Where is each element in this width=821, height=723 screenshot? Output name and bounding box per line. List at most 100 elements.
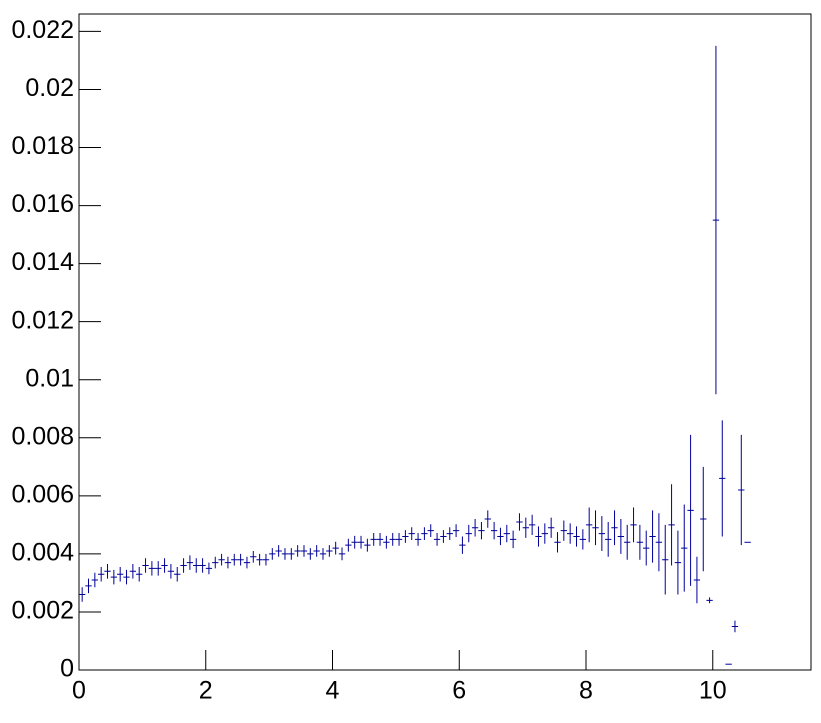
error-bar-point bbox=[497, 527, 504, 546]
error-bar-point bbox=[205, 562, 213, 575]
error-bar-point bbox=[433, 532, 441, 546]
error-bar-point bbox=[155, 561, 162, 576]
error-bar-point bbox=[471, 519, 479, 537]
error-bar-point bbox=[319, 548, 327, 560]
error-bar-point bbox=[174, 566, 181, 582]
error-bar-point bbox=[91, 572, 99, 588]
error-bar-point bbox=[370, 532, 377, 546]
error-bar-point bbox=[712, 45, 720, 395]
error-bar-point bbox=[307, 548, 314, 560]
error-bar-point bbox=[649, 510, 656, 563]
error-bar-point bbox=[655, 513, 663, 572]
error-bar-point bbox=[351, 535, 358, 549]
error-bar-point bbox=[224, 556, 232, 569]
y-tick-label: 0.002 bbox=[11, 597, 74, 625]
y-tick-label: 0.02 bbox=[25, 74, 74, 102]
y-tick-label: 0.012 bbox=[11, 306, 74, 334]
error-bar-point bbox=[503, 524, 510, 543]
error-bar-point bbox=[281, 548, 289, 560]
error-bar-point bbox=[490, 521, 498, 540]
error-bar-point bbox=[313, 545, 320, 557]
error-bar-point bbox=[250, 550, 257, 563]
error-bar-point bbox=[738, 434, 745, 546]
error-bar-point bbox=[136, 566, 143, 582]
error-bar-point bbox=[256, 553, 263, 566]
error-bar-point bbox=[605, 521, 612, 557]
error-bar-point bbox=[535, 526, 542, 547]
error-bar-point bbox=[700, 466, 707, 572]
error-bar-point bbox=[269, 548, 276, 560]
error-bar-point bbox=[592, 510, 599, 546]
error-bar-point bbox=[98, 566, 105, 582]
error-bar-point bbox=[554, 532, 561, 553]
error-bar-point bbox=[541, 523, 548, 544]
y-tick-label: 0.014 bbox=[11, 248, 74, 276]
x-tick-label: 2 bbox=[199, 677, 213, 705]
error-bar-point bbox=[180, 558, 187, 573]
error-bar-point bbox=[414, 532, 422, 546]
error-bar-point bbox=[389, 532, 396, 546]
error-bar-point bbox=[674, 530, 682, 595]
error-bar-point bbox=[326, 545, 333, 557]
error-bar-point bbox=[288, 548, 295, 560]
x-tick-label: 8 bbox=[579, 677, 593, 705]
error-bar-point bbox=[687, 434, 694, 586]
error-bar-point bbox=[706, 597, 713, 604]
error-bar-point bbox=[117, 566, 124, 582]
y-tick-label: 0.016 bbox=[11, 190, 74, 218]
error-bar-point bbox=[85, 578, 92, 594]
error-bar-point bbox=[383, 535, 390, 549]
error-bar-point bbox=[478, 521, 485, 540]
error-bar-point bbox=[643, 530, 650, 566]
x-tick-label: 4 bbox=[326, 677, 340, 705]
error-bar-point bbox=[459, 536, 466, 554]
error-bar-point bbox=[452, 524, 460, 538]
error-bar-point bbox=[142, 558, 149, 573]
error-bar-point bbox=[332, 541, 339, 555]
error-bar-point bbox=[104, 564, 111, 579]
error-bar-point bbox=[573, 526, 580, 547]
error-bar-point bbox=[509, 530, 517, 549]
error-bar-point bbox=[427, 524, 434, 538]
plot-frame bbox=[78, 13, 812, 671]
error-bar-point bbox=[624, 524, 631, 560]
error-bar-point bbox=[395, 532, 403, 546]
error-bar-point bbox=[129, 564, 137, 579]
error-bar-point bbox=[560, 520, 567, 541]
x-tick-label: 0 bbox=[72, 677, 86, 705]
error-bar-point bbox=[440, 530, 447, 543]
x-tick-label: 6 bbox=[452, 677, 466, 705]
error-bar-point bbox=[199, 558, 206, 573]
error-bar-point bbox=[528, 514, 536, 536]
error-bar-point bbox=[408, 527, 415, 540]
error-bar-point bbox=[630, 507, 637, 543]
error-bar-point bbox=[636, 524, 644, 560]
y-tick-label: 0.01 bbox=[25, 364, 74, 392]
error-bar-point bbox=[421, 527, 428, 540]
error-bar-point bbox=[586, 507, 593, 543]
error-bar-point bbox=[668, 484, 675, 566]
error-bar-point bbox=[446, 527, 453, 540]
y-tick-label: 0.022 bbox=[11, 16, 74, 44]
error-bar-point bbox=[731, 620, 739, 633]
error-bar-point bbox=[693, 556, 701, 604]
error-bar-point bbox=[243, 556, 251, 569]
error-bar-point bbox=[231, 553, 238, 566]
error-bar-point bbox=[522, 517, 529, 538]
error-bar-point bbox=[110, 569, 118, 585]
error-bar-point bbox=[275, 545, 282, 557]
error-bar-point bbox=[186, 555, 194, 570]
error-bar-point bbox=[161, 558, 168, 573]
error-bar-point bbox=[484, 510, 491, 528]
error-bar-point bbox=[300, 545, 308, 557]
x-tick-label: 10 bbox=[699, 677, 727, 705]
error-bar-point bbox=[262, 553, 270, 566]
error-bar-point bbox=[167, 564, 175, 579]
error-bar-point bbox=[338, 547, 346, 561]
y-tick-label: 0.006 bbox=[11, 480, 74, 508]
error-bar-point bbox=[719, 420, 726, 537]
error-bar-point bbox=[617, 519, 625, 554]
error-bar-point bbox=[611, 510, 618, 546]
error-bar-point bbox=[465, 524, 472, 543]
